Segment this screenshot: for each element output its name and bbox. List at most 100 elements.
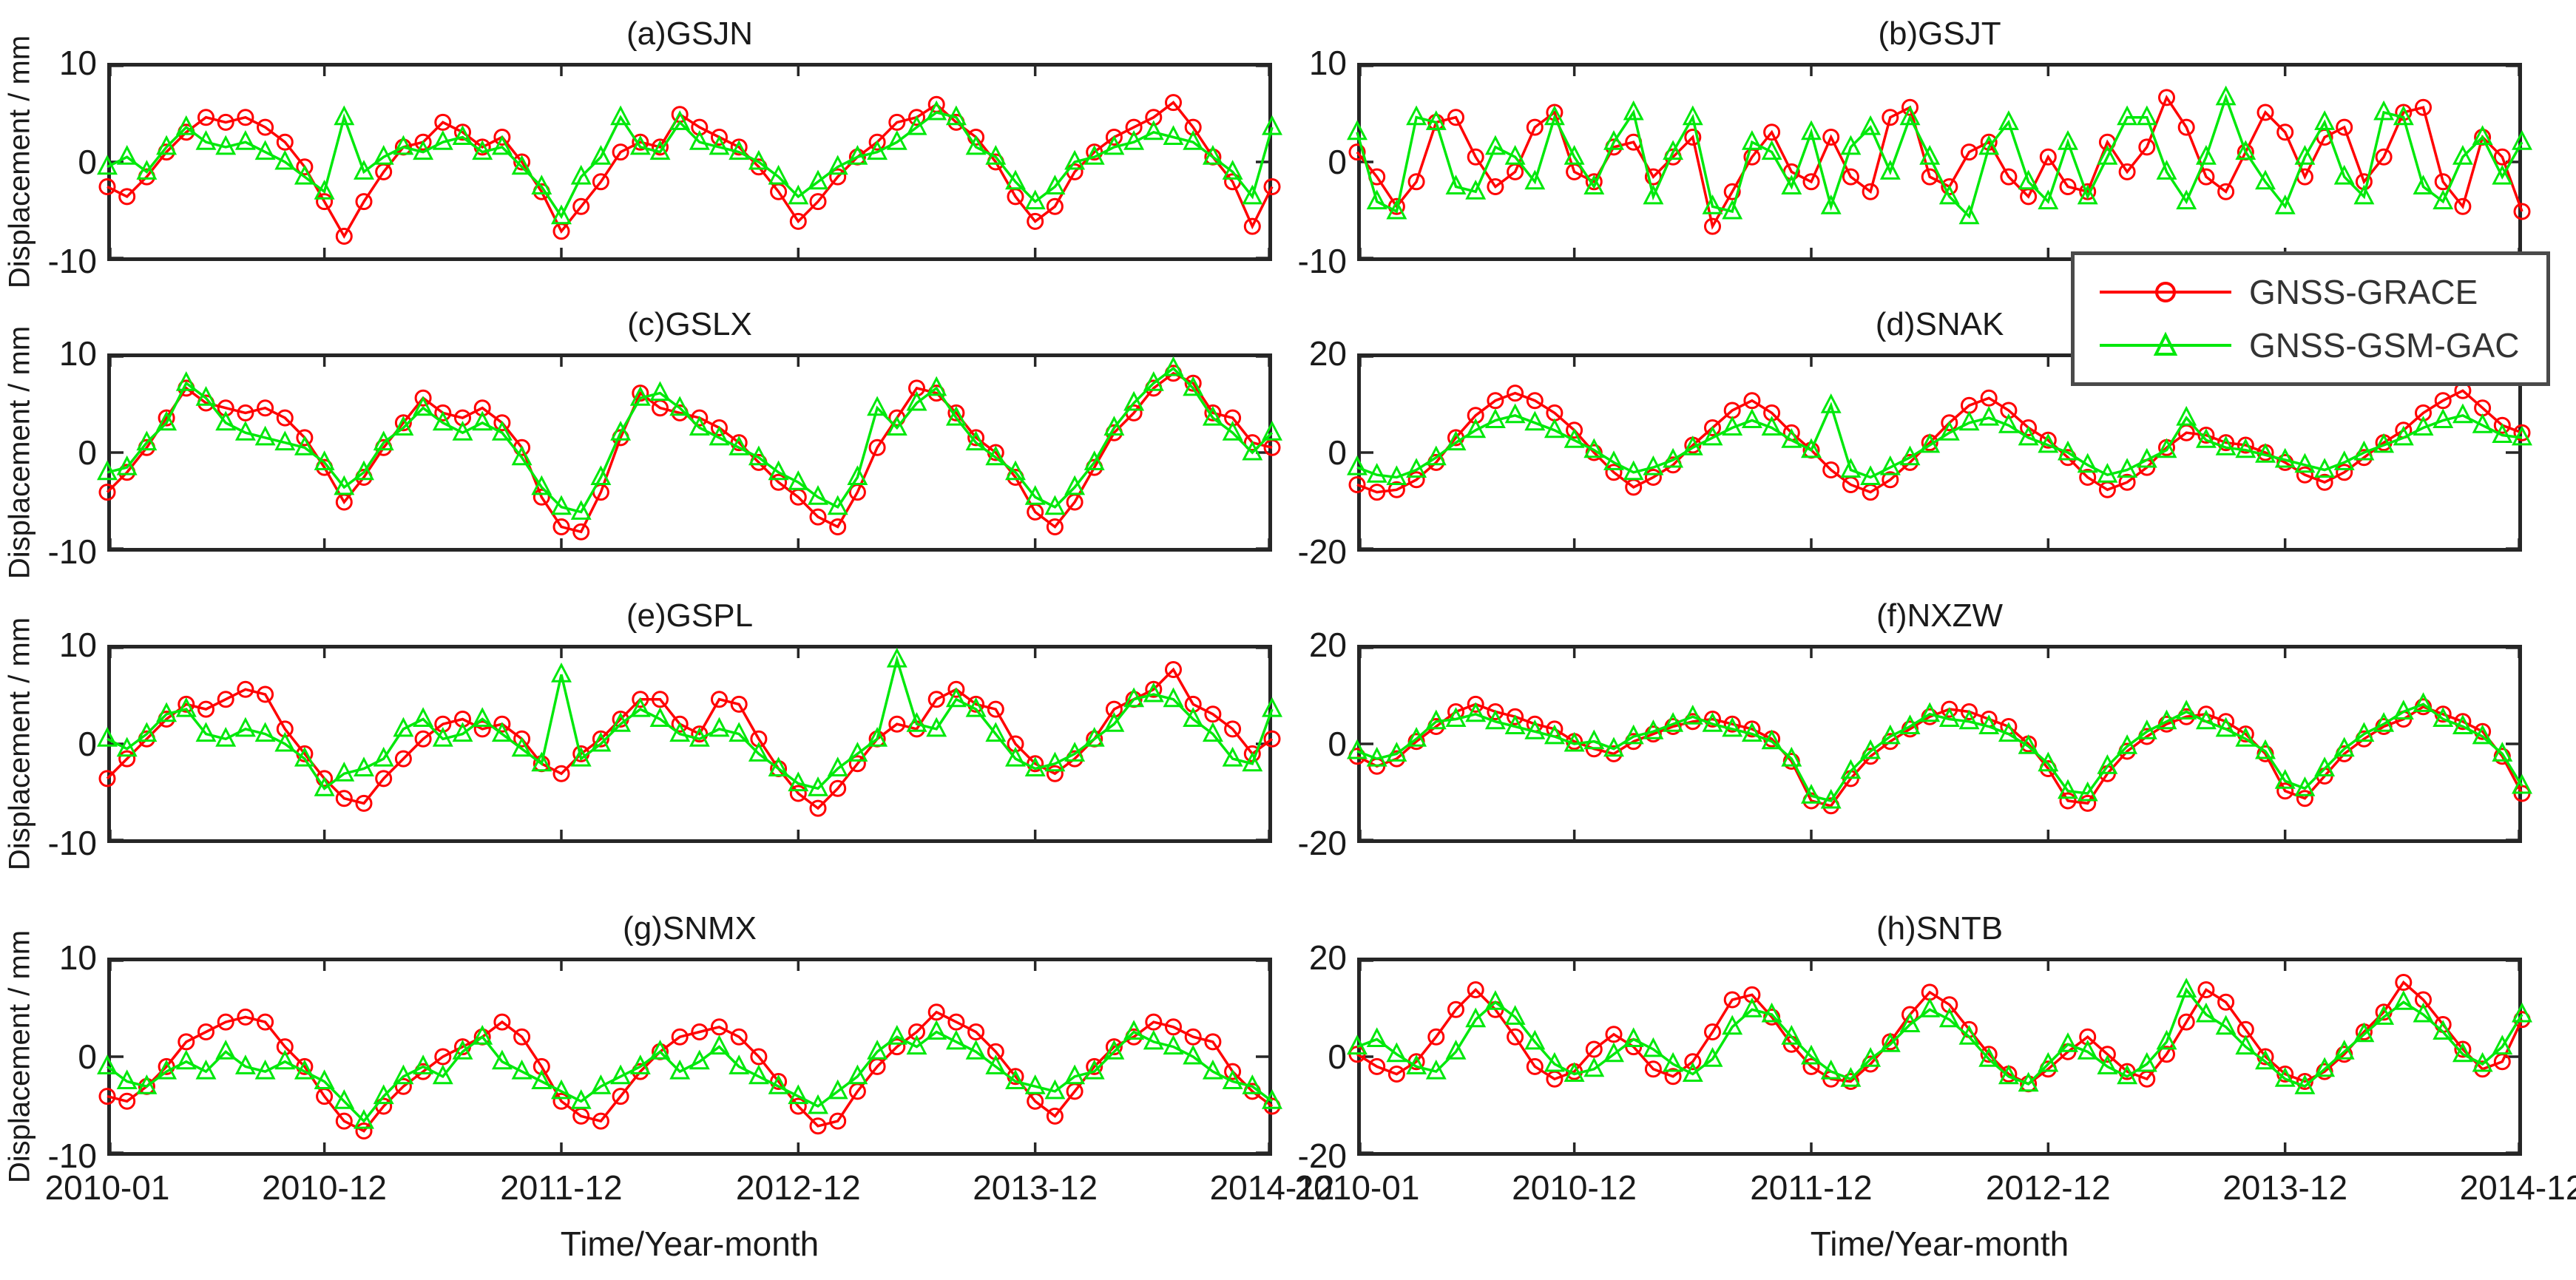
data-point-triangle <box>1603 736 1624 757</box>
data-point-triangle <box>1741 722 1762 742</box>
data-point-triangle <box>610 420 632 441</box>
data-point-triangle <box>945 105 967 126</box>
data-point-triangle <box>886 129 907 150</box>
data-point-triangle <box>1123 1020 1145 1040</box>
data-point-triangle <box>669 1059 691 1080</box>
y-tick-label: 20 <box>1308 334 1347 373</box>
data-point-triangle <box>1958 204 1980 225</box>
data-point-circle <box>789 785 807 802</box>
data-point-triangle <box>1958 1024 1980 1045</box>
data-point-triangle <box>788 470 809 490</box>
data-point-circle <box>257 685 274 703</box>
data-point-triangle <box>1682 436 1703 456</box>
data-point-triangle <box>1820 788 1842 809</box>
data-point-triangle <box>728 436 750 456</box>
data-point-triangle <box>1005 1069 1026 1089</box>
data-point-circle <box>1046 197 1064 215</box>
data-point-triangle <box>1524 410 1546 431</box>
data-point-triangle <box>2077 781 2098 802</box>
data-point-triangle <box>1183 1044 1204 1065</box>
data-point-triangle <box>1544 105 1565 126</box>
data-point-triangle <box>1682 704 1703 725</box>
data-point-triangle <box>2117 1064 2138 1085</box>
data-point-circle <box>1941 414 1958 432</box>
data-point-circle <box>1882 471 1899 489</box>
data-point-circle <box>335 1112 353 1130</box>
plot-area-gspl <box>97 645 1282 843</box>
data-point-triangle <box>965 430 987 451</box>
data-point-circle <box>1027 212 1044 230</box>
data-point-triangle <box>1504 1005 1526 1025</box>
data-point-circle <box>730 1028 748 1046</box>
y-tick-label: 10 <box>58 44 97 82</box>
data-point-triangle <box>649 1040 671 1060</box>
data-point-triangle <box>1603 1042 1624 1063</box>
series-line-GNSS-GRACE <box>1356 702 2523 807</box>
data-point-circle <box>829 779 847 797</box>
data-point-triangle <box>1801 1044 1822 1065</box>
data-point-triangle <box>689 727 710 747</box>
data-point-circle <box>2493 416 2511 434</box>
data-point-triangle <box>808 169 828 190</box>
x-tick-label: 2012-12 <box>1985 1168 2111 1207</box>
data-point-circle <box>552 518 570 535</box>
data-point-triangle <box>1366 462 1387 483</box>
data-point-triangle <box>610 105 632 126</box>
data-point-circle <box>789 1097 807 1115</box>
data-point-circle <box>592 730 609 748</box>
data-point-triangle <box>1262 420 1282 441</box>
data-point-triangle <box>2058 129 2078 150</box>
data-point-triangle <box>1484 408 1506 428</box>
data-point-triangle <box>1425 709 1447 730</box>
data-point-triangle <box>175 697 197 717</box>
data-point-triangle <box>234 420 256 441</box>
data-point-triangle <box>2136 105 2157 126</box>
data-point-triangle <box>985 445 1007 466</box>
data-point-circle <box>296 429 314 447</box>
data-point-triangle <box>2215 717 2237 737</box>
data-point-triangle <box>728 722 750 742</box>
data-point-triangle <box>254 1059 276 1080</box>
data-point-triangle <box>1044 751 1066 772</box>
data-point-triangle <box>1504 714 1526 734</box>
data-point-triangle <box>2156 1029 2177 1050</box>
data-point-triangle <box>2314 756 2336 776</box>
data-point-circle <box>2217 993 2235 1011</box>
data-point-triangle <box>2413 416 2434 436</box>
data-point-triangle <box>2314 1057 2336 1077</box>
data-point-circle <box>1822 461 1840 478</box>
data-point-triangle <box>610 711 632 732</box>
y-axis-label-g: Displacement / mm <box>3 929 36 1184</box>
data-point-triangle <box>1801 120 1822 140</box>
data-point-triangle <box>2038 433 2059 453</box>
x-tick-label: 2013-12 <box>2222 1168 2348 1207</box>
data-point-triangle <box>1084 450 1105 470</box>
data-point-triangle <box>1406 1054 1427 1074</box>
subplot-d-snak: (d)SNAK 20 0 -20 <box>1298 306 2532 571</box>
data-point-triangle <box>2176 700 2197 719</box>
x-tick-label: 2010-01 <box>1294 1168 1420 1207</box>
data-point-triangle <box>768 756 789 776</box>
y-axis-label-c: Displacement / mm <box>3 325 36 580</box>
data-point-circle <box>750 1048 768 1066</box>
data-point-triangle <box>2294 1074 2316 1094</box>
data-point-circle <box>572 197 590 215</box>
data-point-triangle <box>1163 687 1184 708</box>
data-point-circle <box>1585 173 1603 191</box>
data-point-circle <box>908 109 925 126</box>
data-point-triangle <box>432 129 453 150</box>
data-point-circle <box>316 193 334 211</box>
data-point-triangle <box>788 184 809 205</box>
data-point-triangle <box>116 736 138 757</box>
data-point-triangle <box>2117 458 2138 478</box>
data-point-triangle <box>689 416 710 436</box>
data-point-triangle <box>413 1054 434 1074</box>
data-point-circle <box>375 770 393 788</box>
plot-area-sntb <box>1347 958 2532 1156</box>
data-point-triangle <box>2097 145 2118 165</box>
data-point-triangle <box>1563 1062 1585 1082</box>
data-point-circle <box>434 404 452 421</box>
data-point-circle <box>1184 1028 1202 1046</box>
legend-sample-green-triangle <box>2100 331 2231 356</box>
data-point-triangle <box>1347 455 1368 475</box>
